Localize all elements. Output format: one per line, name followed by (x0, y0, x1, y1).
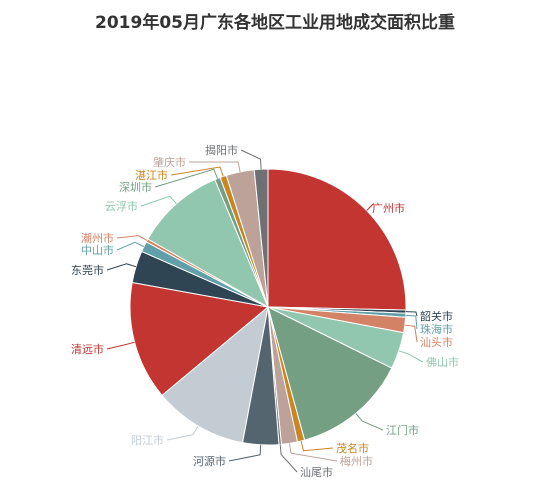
leader-line-11 (106, 341, 135, 350)
slice-label-12: 东莞市 (71, 263, 104, 277)
leader-line-15 (140, 195, 177, 207)
leader-line-13 (116, 241, 145, 251)
leader-line-16 (154, 168, 218, 188)
leader-line-17 (170, 166, 224, 177)
slice-label-6: 茂名市 (336, 441, 369, 455)
slice-label-0: 广州市 (372, 201, 405, 215)
slice-label-19: 揭阳市 (205, 143, 238, 157)
leader-line-8 (279, 444, 298, 473)
leader-line-2 (405, 314, 418, 330)
leader-line-6 (300, 440, 334, 452)
slice-label-10: 阳江市 (131, 433, 164, 447)
leader-line-5 (355, 413, 384, 431)
leader-line-14 (116, 235, 148, 241)
leader-line-1 (405, 311, 418, 317)
leader-line-19 (240, 149, 262, 170)
slice-label-8: 汕尾市 (300, 465, 333, 479)
leader-line-9 (228, 444, 262, 462)
leader-line-4 (398, 350, 424, 363)
slice-label-1: 韶关市 (420, 309, 453, 323)
leader-line-3 (404, 324, 418, 343)
slice-label-11: 清远市 (71, 342, 104, 356)
slice-label-4: 佛山市 (426, 355, 459, 369)
slice-label-17: 湛江市 (135, 168, 168, 182)
leader-line-0 (366, 203, 375, 211)
chart-title: 2019年05月广东各地区工业用地成交面积比重 (95, 13, 455, 33)
slice-label-9: 河源市 (193, 454, 226, 468)
leader-line-12 (106, 263, 137, 271)
leader-line-10 (166, 425, 199, 441)
slice-label-16: 深圳市 (119, 180, 152, 194)
slice-label-7: 梅州市 (340, 454, 373, 468)
slice-label-15: 云浮市 (105, 199, 138, 213)
slice-label-2: 珠海市 (420, 322, 453, 336)
leader-line-18 (188, 161, 241, 172)
leader-line-7 (288, 443, 338, 462)
pie-slice-0[interactable] (267, 168, 407, 311)
slice-label-3: 汕头市 (420, 335, 453, 349)
slice-label-13: 中山市 (81, 243, 114, 257)
slice-label-14: 潮州市 (81, 231, 114, 245)
slice-label-5: 江门市 (386, 423, 419, 437)
slice-label-18: 肇庆市 (153, 155, 186, 169)
pie-slice-11[interactable] (129, 281, 270, 397)
